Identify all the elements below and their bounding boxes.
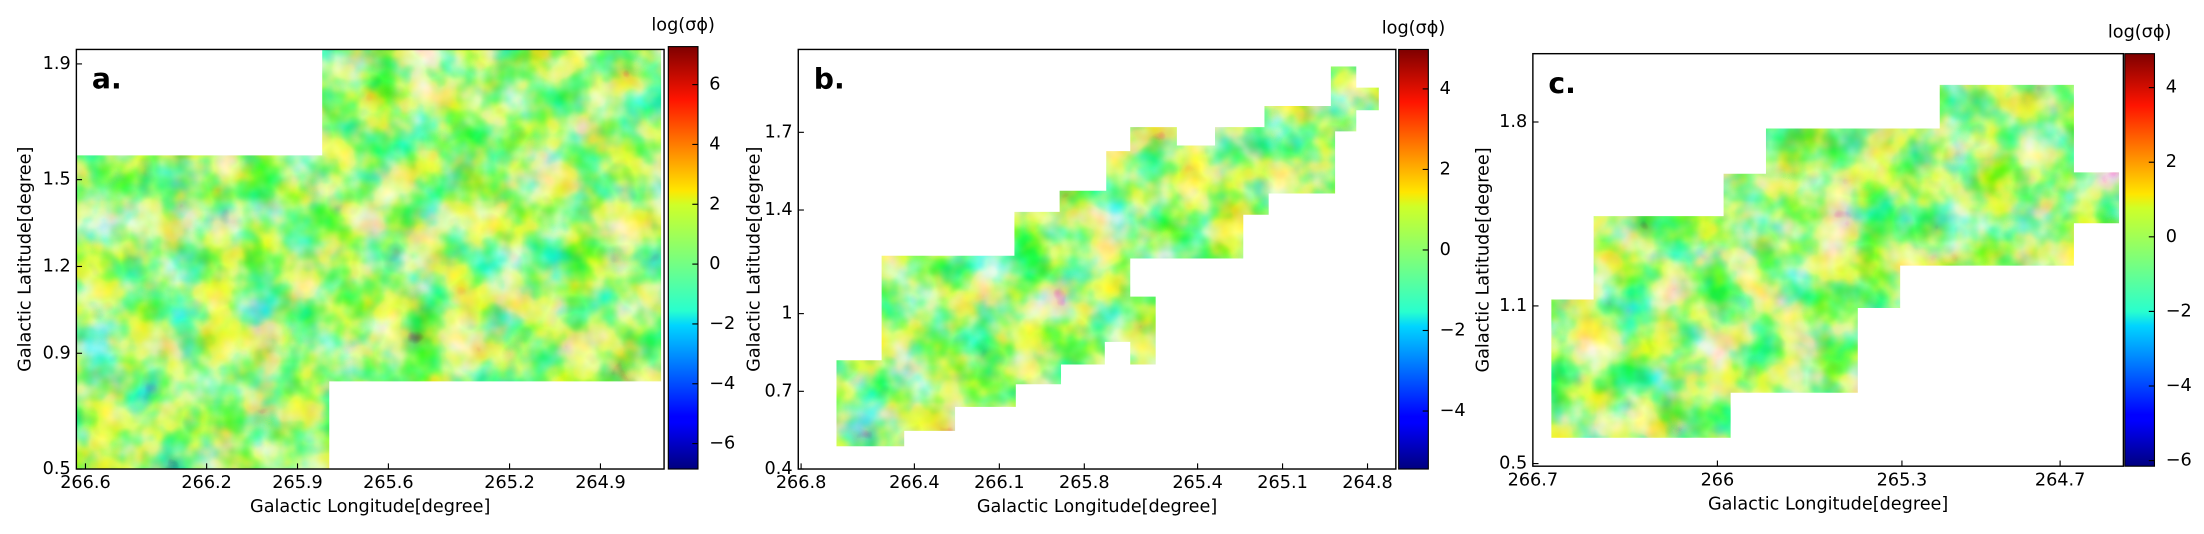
colorbar-label: log(σϕ)	[1382, 18, 1445, 38]
colorbar-tick-label: −4	[2166, 376, 2192, 396]
x-tick-label: 266.8	[776, 473, 827, 493]
y-axis-label: Galactic Latitude[degree]	[1473, 147, 1493, 372]
y-axis-label: Galactic Latitude[degree]	[16, 147, 36, 372]
colorbar-tick-label: −4	[709, 374, 735, 394]
y-tick-label: 0.9	[43, 343, 71, 363]
heatmap-image	[76, 49, 662, 470]
colorbar-tick-label: −4	[1440, 401, 1466, 421]
colorbar-tick-label: 4	[709, 134, 720, 154]
y-tick-label: 0.7	[765, 381, 793, 401]
colorbar-tick-label: 0	[1440, 240, 1451, 260]
colorbar-label: log(σϕ)	[651, 15, 714, 35]
colorbar-tick-label: 6	[709, 75, 720, 95]
colorbar-tick-label: 2	[709, 194, 720, 214]
x-tick-label: 265.8	[1059, 473, 1110, 493]
x-tick-label: 266.7	[1508, 470, 1559, 490]
y-tick-label: 1.1	[1499, 296, 1527, 316]
colorbar	[667, 46, 699, 470]
y-tick-label: 1.8	[1499, 112, 1527, 132]
x-tick-label: 266.6	[60, 473, 111, 493]
x-tick-label: 264.8	[1342, 473, 1393, 493]
colorbar-tick-label: −2	[709, 314, 735, 334]
colorbar-tick-label: 4	[1440, 79, 1451, 99]
x-tick-label: 266.2	[181, 473, 232, 493]
panel-label: a.	[92, 63, 122, 96]
x-tick-label: 265.3	[1877, 470, 1928, 490]
x-tick-label: 266.4	[889, 473, 940, 493]
axes-frame	[1532, 52, 2125, 467]
y-tick-label: 0.4	[765, 459, 793, 479]
colorbar-tick-label: −2	[1440, 321, 1466, 341]
x-axis-label: Galactic Longitude[degree]	[250, 497, 490, 517]
colorbar	[1398, 48, 1429, 470]
colorbar-tick-label: −2	[2166, 301, 2192, 321]
colorbar	[2124, 53, 2156, 467]
y-axis-label: Galactic Latitude[degree]	[744, 147, 764, 372]
panel-label: b.	[814, 63, 845, 96]
y-tick-label: 1.7	[765, 122, 793, 142]
y-tick-label: 1.4	[765, 200, 793, 220]
colorbar-tick-label: 0	[709, 254, 720, 274]
x-tick-label: 265.6	[363, 473, 414, 493]
colorbar-tick-label: 4	[2166, 78, 2177, 98]
heatmap-image	[836, 66, 1379, 447]
heatmap-image	[1551, 84, 2120, 438]
x-tick-label: 264.9	[575, 473, 626, 493]
x-tick-label: 266.1	[974, 473, 1025, 493]
axes-frame	[75, 48, 665, 470]
axes-frame	[797, 48, 1397, 470]
x-tick-label: 264.7	[2035, 470, 2086, 490]
panel-label: c.	[1548, 67, 1575, 100]
colorbar-tick-label: 2	[1440, 159, 1451, 179]
colorbar-tick-label: 0	[2166, 227, 2177, 247]
x-axis-label: Galactic Longitude[degree]	[977, 497, 1217, 517]
x-axis-label: Galactic Longitude[degree]	[1708, 494, 1948, 514]
y-tick-label: 1.9	[43, 54, 71, 74]
colorbar-label: log(σϕ)	[2108, 22, 2171, 42]
x-tick-label: 266	[1701, 470, 1735, 490]
image-layer	[76, 49, 2120, 470]
colorbar-tick-label: −6	[709, 434, 735, 454]
x-tick-label: 265.1	[1257, 473, 1308, 493]
colorbar-tick-label: 2	[2166, 152, 2177, 172]
y-tick-label: 1.2	[43, 256, 71, 276]
y-tick-label: 1.5	[43, 170, 71, 190]
x-tick-label: 265.4	[1172, 473, 1223, 493]
y-tick-label: 0.5	[43, 459, 71, 479]
y-tick-label: 1	[781, 304, 792, 324]
y-tick-label: 0.5	[1499, 454, 1527, 474]
x-tick-label: 265.9	[272, 473, 323, 493]
x-tick-label: 265.2	[484, 473, 535, 493]
colorbar-tick-label: −6	[2166, 451, 2192, 471]
